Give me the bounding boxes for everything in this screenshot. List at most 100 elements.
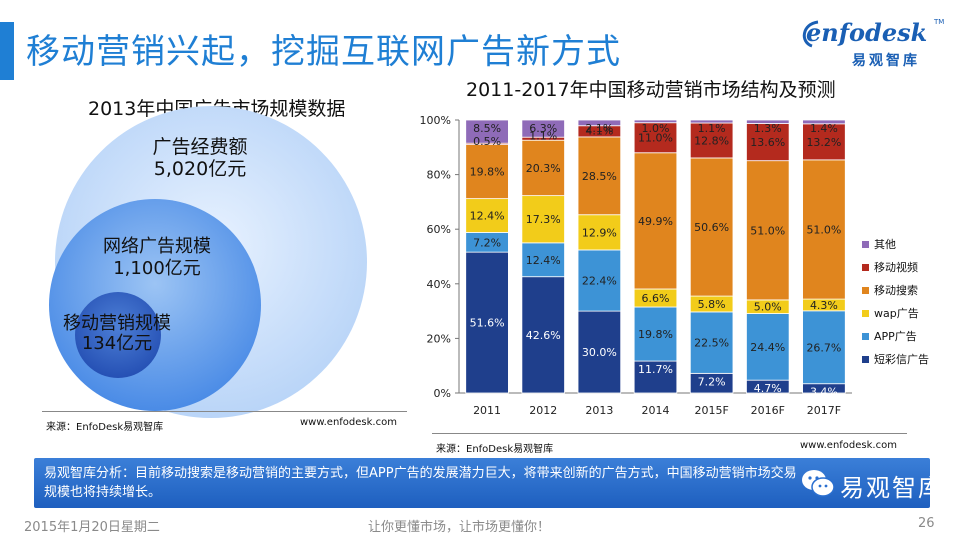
x-tick-label: 2014 xyxy=(642,404,670,417)
data-label: 49.9% xyxy=(638,215,673,228)
left-website: www.enfodesk.com xyxy=(300,417,397,428)
bubble-value: 1,100亿元 xyxy=(113,258,201,279)
bubble-label-ad-spend: 广告经费额 5,020亿元 xyxy=(140,136,260,180)
nested-bubble-chart xyxy=(49,106,367,418)
bubble-label-online-ads: 网络广告规模 1,100亿元 xyxy=(84,236,230,280)
bar-segment xyxy=(633,306,678,362)
left-source-divider xyxy=(42,411,407,412)
bubble-label-mobile-marketing: 移动营销规模 134亿元 xyxy=(52,314,182,354)
data-label: 1.1% xyxy=(529,130,557,143)
data-label: 12.4% xyxy=(470,210,505,223)
data-label: 30.0% xyxy=(582,346,617,359)
data-label: 17.3% xyxy=(526,213,561,226)
data-label: 4.1% xyxy=(585,124,613,137)
bar-segment xyxy=(577,249,622,312)
legend-label: 其他 xyxy=(874,238,896,251)
y-tick-label: 80% xyxy=(427,169,451,182)
x-tick-label: 2011 xyxy=(473,404,501,417)
bubble-name: 移动营销规模 xyxy=(63,313,171,334)
data-label: 24.4% xyxy=(750,341,785,354)
bar-segment xyxy=(577,136,622,216)
data-label: 20.3% xyxy=(526,162,561,175)
bar-segment xyxy=(521,276,565,394)
bar-segment xyxy=(802,159,846,300)
bar-segment xyxy=(577,119,622,127)
bar-segment xyxy=(577,214,622,251)
y-tick-label: 60% xyxy=(427,223,451,236)
x-tick-label: 2013 xyxy=(585,404,613,417)
bar-segment xyxy=(633,360,678,394)
x-tick-label: 2015F xyxy=(694,404,728,417)
enfodesk-logo: enfodesk TM 易观智库 xyxy=(796,12,946,72)
data-label: 13.6% xyxy=(750,136,785,149)
data-label: 11.7% xyxy=(638,363,673,376)
footer-slogan: 让你更懂市场，让市场更懂你！ xyxy=(368,520,551,535)
analysis-text: 易观智库分析：目前移动搜索是移动营销的主要方式，但APP广告的发展潜力巨大，将带… xyxy=(44,466,797,500)
data-label: 19.8% xyxy=(470,166,505,179)
wechat-icon xyxy=(802,470,835,497)
page-number: 26 xyxy=(918,516,935,531)
legend-label: 移动搜索 xyxy=(874,284,918,297)
logo-trademark: TM xyxy=(934,18,945,26)
bar-segment xyxy=(521,119,565,138)
legend-swatch xyxy=(862,241,869,248)
data-label: 26.7% xyxy=(806,341,841,354)
data-label: 4.7% xyxy=(754,382,782,395)
bar-segment xyxy=(633,119,678,124)
data-label: 6.3% xyxy=(529,122,557,135)
data-label: 11.0% xyxy=(638,132,673,145)
data-label: 7.2% xyxy=(698,375,726,388)
y-tick-label: 40% xyxy=(427,278,451,291)
data-label: 12.9% xyxy=(582,226,617,239)
bubble-name: 网络广告规模 xyxy=(103,236,211,257)
data-label: 1.3% xyxy=(754,122,782,135)
bubble-mobile-marketing xyxy=(75,292,161,378)
legend-swatch xyxy=(862,356,869,363)
right-source-divider xyxy=(432,433,907,434)
page-title: 移动营销兴起，挖掘互联网广告新方式 xyxy=(26,32,621,72)
legend-item: 其他 xyxy=(862,238,929,261)
legend-swatch xyxy=(862,333,869,340)
bubble-name: 广告经费额 xyxy=(152,136,248,158)
bar-segment xyxy=(746,160,790,301)
x-tick-label: 2012 xyxy=(529,404,557,417)
data-label: 12.8% xyxy=(694,134,729,147)
data-label: 22.4% xyxy=(582,275,617,288)
bar-segment xyxy=(689,119,734,124)
footer-date: 2015年1月20日星期二 xyxy=(24,520,160,535)
left-source: 来源：EnfoDesk易观智库 xyxy=(46,422,164,433)
chart-title: 2011-2017年中国移动营销市场结构及预测 xyxy=(466,79,836,101)
legend-item: APP广告 xyxy=(862,330,929,353)
bar-segment xyxy=(802,123,846,161)
data-label: 6.6% xyxy=(642,292,670,305)
legend-swatch xyxy=(862,264,869,271)
bar-segment xyxy=(689,157,734,297)
y-tick-label: 0% xyxy=(434,387,451,400)
data-label: 50.6% xyxy=(694,221,729,234)
logo-subtitle: 易观智库 xyxy=(852,53,920,69)
data-label: 13.2% xyxy=(806,136,841,149)
legend-item: 移动视频 xyxy=(862,261,929,284)
bar-segment xyxy=(746,123,790,162)
data-label: 5.8% xyxy=(698,298,726,311)
logo-swoosh-icon xyxy=(802,20,819,48)
data-label: 51.0% xyxy=(806,223,841,236)
legend-swatch xyxy=(862,287,869,294)
legend-label: 移动视频 xyxy=(874,261,918,274)
title-accent-bar xyxy=(0,22,14,80)
analysis-box: 易观智库分析：目前移动搜索是移动营销的主要方式，但APP广告的发展潜力巨大，将带… xyxy=(34,458,942,508)
data-label: 0.5% xyxy=(473,135,501,148)
data-label: 8.5% xyxy=(473,122,501,135)
y-tick-label: 20% xyxy=(427,332,451,345)
bubble-value: 5,020亿元 xyxy=(153,158,247,180)
data-label: 4.3% xyxy=(810,299,838,312)
chart-legend: 其他移动视频移动搜索 wap广告 APP广告 短彩信广告 xyxy=(862,238,929,376)
data-label: 2.1% xyxy=(585,122,613,135)
legend-label: 短彩信广告 xyxy=(874,353,929,366)
legend-label: wap广告 xyxy=(874,307,919,320)
data-label: 22.5% xyxy=(694,337,729,350)
bar-segment xyxy=(465,198,509,233)
data-label: 28.5% xyxy=(582,170,617,183)
bar-segment xyxy=(633,152,678,290)
data-label: 5.0% xyxy=(754,301,782,314)
